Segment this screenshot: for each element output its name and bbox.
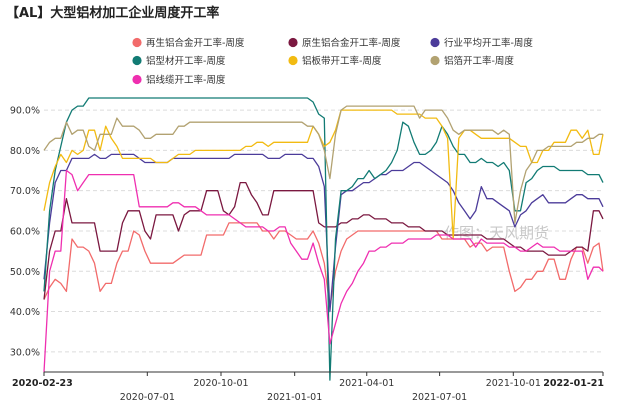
- x-axis: 2020-02-23 2020-07-01 2020-10-01 2021-01-01…: [12, 371, 604, 403]
- watermark: 作图：天风期货: [444, 224, 549, 242]
- y-tick-label: 50.0%: [10, 267, 40, 278]
- y-tick-label: 90.0%: [10, 106, 40, 117]
- legend-swatch: [430, 37, 440, 48]
- y-tick-label: 40.0%: [10, 307, 40, 318]
- y-axis: 30.0% 40.0% 50.0% 60.0% 70.0% 80.0% 90.0%: [10, 106, 40, 359]
- legend-item[interactable]: 铝箔开工率-周度: [430, 55, 514, 67]
- legend-label: 铝板带开工率-周度: [302, 55, 382, 67]
- legend-swatch: [288, 55, 298, 66]
- x-tick-label: 2021-10-01: [486, 378, 541, 389]
- x-tick-label: 2022-01-21: [543, 378, 604, 389]
- y-tick-label: 80.0%: [10, 146, 40, 157]
- series-line-7: [43, 169, 604, 373]
- x-tick-label: 2021-01-01: [267, 392, 322, 403]
- x-tick-label: 2020-02-23: [12, 378, 73, 389]
- series-line-2: [43, 181, 604, 300]
- x-tick-label: 2021-07-01: [412, 392, 467, 403]
- legend: 再生铝合金开工率-周度 原生铝合金开工率-周度 行业平均开工率-周度铝型材开工率-周…: [132, 37, 533, 86]
- legend-item[interactable]: 再生铝合金开工率-周度: [132, 37, 245, 49]
- y-tick-label: 60.0%: [10, 226, 40, 237]
- series-line-5: [43, 109, 604, 240]
- x-tick-label: 2020-10-01: [193, 378, 248, 389]
- x-tick-label: 2021-04-01: [339, 378, 394, 389]
- series-line-3: [43, 153, 604, 313]
- legend-item[interactable]: 铝板带开工率-周度: [288, 55, 382, 67]
- y-tick-label: 70.0%: [10, 186, 40, 197]
- series-line-6: [43, 105, 603, 224]
- series-line-1: [43, 222, 604, 309]
- series-line-4: [43, 97, 604, 381]
- legend-item[interactable]: 原生铝合金开工率-周度: [288, 37, 401, 49]
- legend-swatch: [132, 37, 142, 48]
- legend-label: 行业平均开工率-周度: [444, 37, 533, 49]
- legend-swatch: [430, 55, 440, 66]
- legend-item[interactable]: 行业平均开工率-周度: [430, 37, 533, 49]
- x-tick-label: 2020-07-01: [120, 392, 175, 403]
- chart-title: 【AL】大型铝材加工企业周度开工率: [6, 5, 219, 21]
- legend-label: 铝线缆开工率-周度: [146, 74, 226, 86]
- legend-label: 铝型材开工率-周度: [146, 55, 226, 67]
- legend-item[interactable]: 铝线缆开工率-周度: [132, 74, 226, 86]
- legend-label: 铝箔开工率-周度: [444, 55, 514, 67]
- legend-label: 再生铝合金开工率-周度: [146, 37, 245, 49]
- legend-swatch: [288, 37, 298, 48]
- legend-item[interactable]: 铝型材开工率-周度: [132, 55, 226, 67]
- legend-swatch: [132, 55, 142, 66]
- legend-swatch: [132, 74, 142, 85]
- legend-label: 原生铝合金开工率-周度: [302, 37, 401, 49]
- series-layer: [43, 97, 604, 381]
- y-tick-label: 30.0%: [10, 347, 40, 358]
